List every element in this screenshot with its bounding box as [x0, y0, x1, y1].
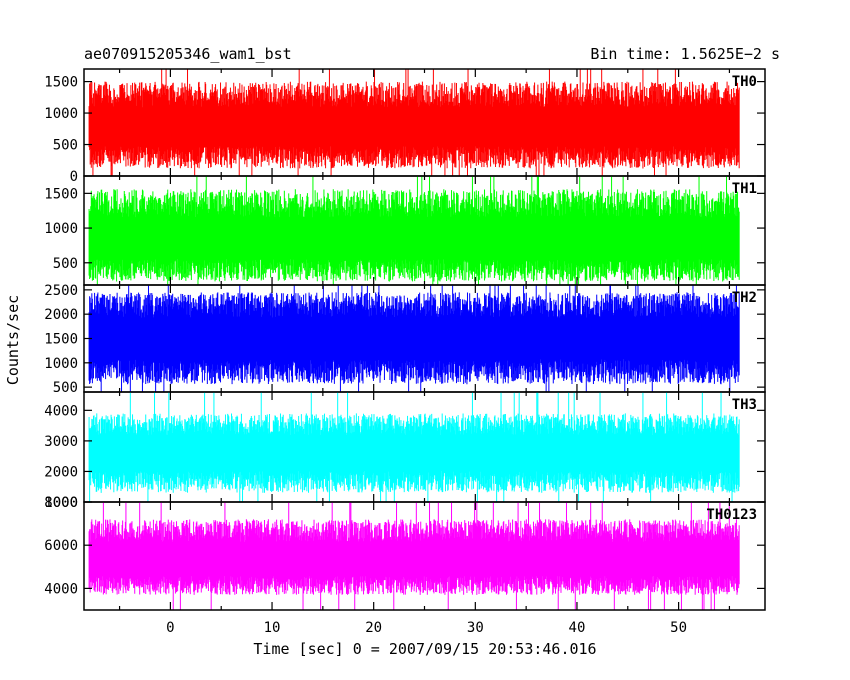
x-tick-label: 30	[467, 620, 484, 636]
y-tick-label: 2000	[44, 307, 78, 323]
x-axis-label: Time [sec] 0 = 2007/09/15 20:53:46.016	[253, 640, 596, 658]
x-tick-label: 10	[264, 620, 281, 636]
y-tick-label: 4000	[44, 403, 78, 419]
y-tick-label: 2500	[44, 283, 78, 299]
y-tick-label: 1000	[44, 495, 78, 511]
y-tick-label: 500	[53, 380, 78, 396]
chart-title: ae070915205346_wam1_bst	[84, 45, 292, 63]
y-tick-label: 1000	[44, 221, 78, 237]
panel-th0123-label: TH0123	[706, 507, 757, 523]
x-tick-label: 40	[569, 620, 586, 636]
x-tick-label: 0	[166, 620, 174, 636]
y-tick-label: 4000	[44, 581, 78, 597]
y-tick-label: 1500	[44, 75, 78, 91]
y-tick-label: 500	[53, 138, 78, 154]
x-tick-label: 20	[365, 620, 382, 636]
series-th3-trace	[88, 392, 740, 502]
panel-th3-label: TH3	[732, 397, 757, 413]
y-tick-label: 1500	[44, 186, 78, 202]
bin-time-label: Bin time: 1.5625E−2 s	[590, 45, 780, 63]
panel-th2-label: TH2	[732, 290, 757, 306]
y-tick-label: 1000	[44, 106, 78, 122]
y-tick-label: 1500	[44, 332, 78, 348]
panel-th1-label: TH1	[732, 181, 757, 197]
y-tick-label: 1000	[44, 356, 78, 372]
series-th1-trace	[88, 176, 740, 285]
y-tick-label: 6000	[44, 538, 78, 554]
x-tick-label: 50	[670, 620, 687, 636]
y-axis-label: Counts/sec	[4, 295, 22, 385]
y-tick-label: 0	[70, 169, 78, 185]
y-tick-label: 2000	[44, 464, 78, 480]
panel-th0-label: TH0	[732, 74, 757, 90]
series-th2-trace	[88, 285, 740, 392]
series-th0-trace	[88, 69, 740, 176]
y-tick-label: 3000	[44, 434, 78, 450]
y-tick-label: 8000	[44, 495, 78, 511]
y-tick-label: 500	[53, 256, 78, 272]
series-th0123-trace	[88, 502, 740, 610]
